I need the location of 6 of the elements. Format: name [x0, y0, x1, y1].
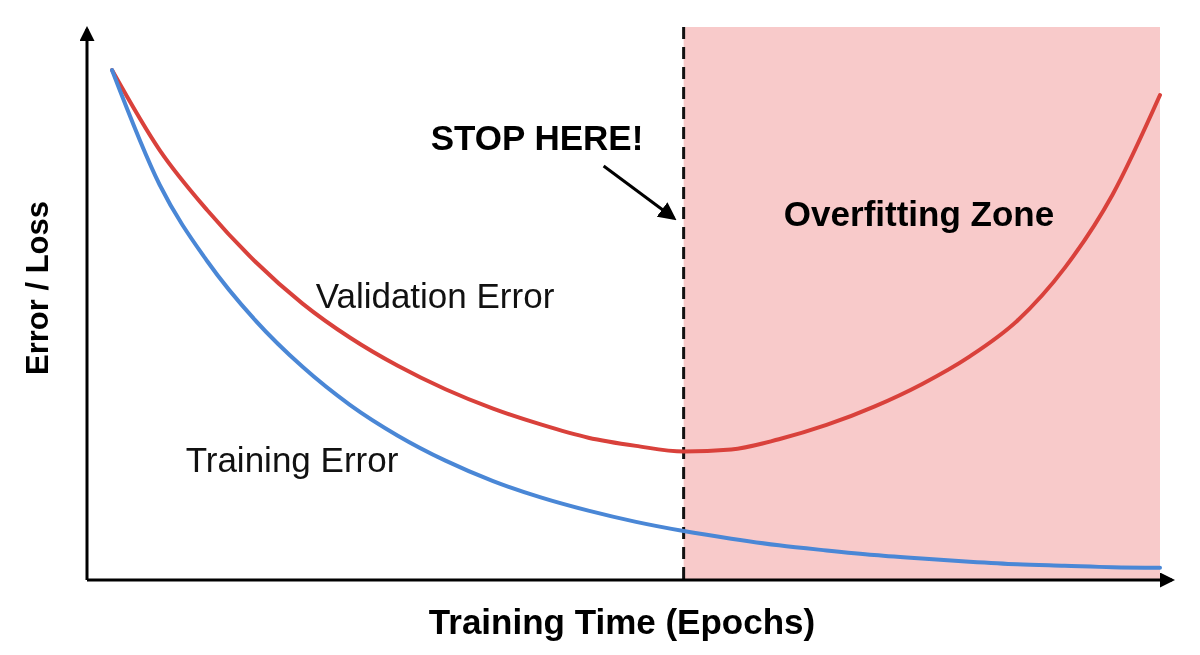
annotation: Overfitting Zone — [783, 194, 1055, 233]
series-label: Validation Error — [315, 276, 555, 315]
series-label: Training Error — [185, 440, 399, 479]
y-axis-title: Error / Loss — [20, 201, 55, 375]
x-axis-title: Training Time (Epochs) — [428, 602, 816, 641]
annotation: STOP HERE! — [430, 118, 644, 157]
